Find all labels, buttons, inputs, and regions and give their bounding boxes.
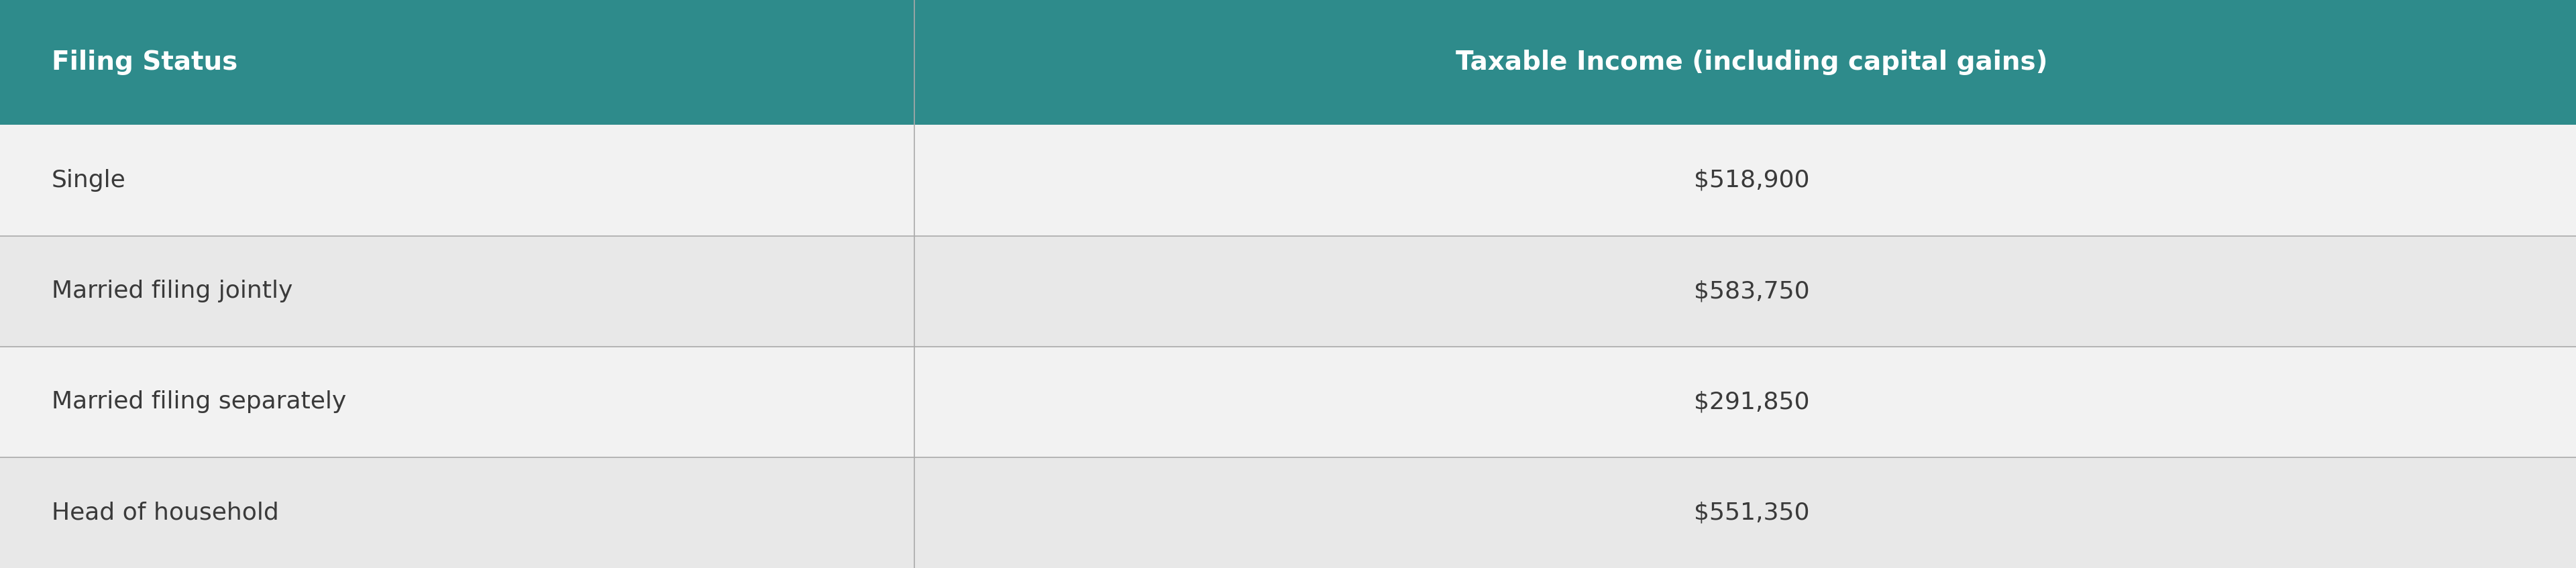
Bar — [0, 457, 2576, 568]
Text: Married filing jointly: Married filing jointly — [52, 279, 294, 303]
Text: $551,350: $551,350 — [1695, 501, 1808, 524]
Bar — [0, 236, 2576, 346]
Text: $518,900: $518,900 — [1695, 169, 1808, 192]
Text: Taxable Income (including capital gains): Taxable Income (including capital gains) — [1455, 50, 2048, 75]
Text: $291,850: $291,850 — [1695, 390, 1808, 414]
Text: Single: Single — [52, 169, 126, 192]
Bar — [0, 346, 2576, 457]
Bar — [0, 125, 2576, 236]
Bar — [0, 0, 2576, 125]
Text: Married filing separately: Married filing separately — [52, 390, 345, 414]
Text: Head of household: Head of household — [52, 501, 278, 524]
Text: Filing Status: Filing Status — [52, 50, 237, 75]
Text: $583,750: $583,750 — [1695, 279, 1808, 303]
